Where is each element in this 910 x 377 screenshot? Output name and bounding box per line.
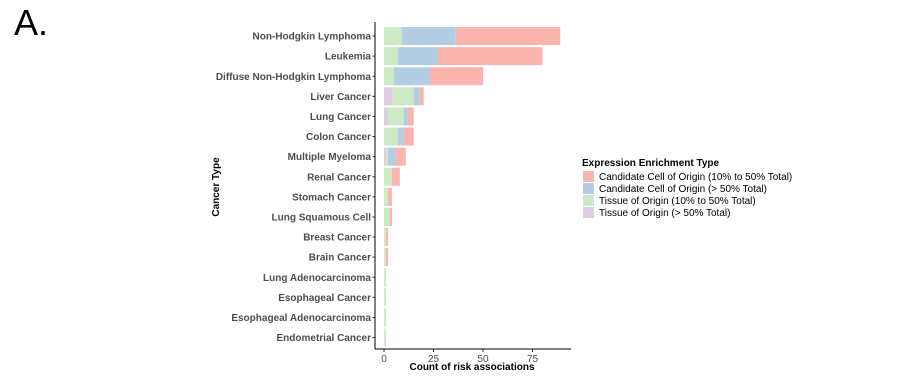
legend-swatch-candidate-cell-of-origin-10-to-50-total xyxy=(583,171,594,182)
category-label-leukemia: Leukemia xyxy=(325,52,372,63)
bar-non-hodgkin-lymphoma-candidate-cell-of-origin-10-to-50-total xyxy=(455,27,561,46)
bar-multiple-myeloma-tissue-of-origin-50-total xyxy=(384,147,386,166)
x-tick-label: 75 xyxy=(527,354,539,365)
legend-swatch-tissue-of-origin-50-total xyxy=(583,207,594,218)
category-label-esophageal-adenocarcinoma: Esophageal Adenocarcinoma xyxy=(231,313,371,324)
bar-endometrial-cancer-tissue-of-origin-10-to-50-total xyxy=(384,328,386,347)
category-label-brain-cancer: Brain Cancer xyxy=(309,253,371,264)
bar-leukemia-candidate-cell-of-origin-10-to-50-total xyxy=(437,47,543,66)
bar-lung-squamous-cell-candidate-cell-of-origin-10-to-50-total xyxy=(389,207,392,226)
bar-liver-cancer-candidate-cell-of-origin-10-to-50-total xyxy=(419,87,424,106)
category-label-lung-squamous-cell: Lung Squamous Cell xyxy=(272,212,372,223)
bar-multiple-myeloma-tissue-of-origin-10-to-50-total xyxy=(385,147,388,166)
category-label-liver-cancer: Liver Cancer xyxy=(310,92,371,103)
bar-lung-cancer-tissue-of-origin-50-total xyxy=(384,107,388,126)
panel-label: A. xyxy=(14,2,49,43)
bar-breast-cancer-tissue-of-origin-10-to-50-total xyxy=(384,228,386,247)
category-label-esophageal-cancer: Esophageal Cancer xyxy=(278,293,371,304)
legend-label-tissue-of-origin-50-total: Tissue of Origin (> 50% Total) xyxy=(599,208,730,219)
legend-label-candidate-cell-of-origin-10-to-50-total: Candidate Cell of Origin (10% to 50% Tot… xyxy=(599,172,792,183)
bar-colon-cancer-tissue-of-origin-10-to-50-total xyxy=(384,127,398,146)
bar-brain-cancer-candidate-cell-of-origin-10-to-50-total xyxy=(385,248,388,267)
category-label-diffuse-non-hodgkin-lymphoma: Diffuse Non-Hodgkin Lymphoma xyxy=(216,72,372,83)
category-label-renal-cancer: Renal Cancer xyxy=(307,172,371,183)
bar-non-hodgkin-lymphoma-tissue-of-origin-10-to-50-total xyxy=(384,27,402,46)
bar-liver-cancer-candidate-cell-of-origin-50-total xyxy=(413,87,420,106)
bar-esophageal-adenocarcinoma-tissue-of-origin-10-to-50-total xyxy=(384,308,386,327)
bar-diffuse-non-hodgkin-lymphoma-candidate-cell-of-origin-50-total xyxy=(393,67,430,86)
bar-lung-cancer-candidate-cell-of-origin-10-to-50-total xyxy=(407,107,414,126)
y-axis xyxy=(372,22,376,349)
x-axis: 0 25 50 75 xyxy=(375,348,571,365)
legend-label-tissue-of-origin-10-to-50-total: Tissue of Origin (10% to 50% Total) xyxy=(599,196,756,207)
category-label-colon-cancer: Colon Cancer xyxy=(306,132,371,143)
category-label-stomach-cancer: Stomach Cancer xyxy=(292,192,371,203)
category-label-lung-cancer: Lung Cancer xyxy=(310,112,371,123)
category-label-endometrial-cancer: Endometrial Cancer xyxy=(277,333,372,344)
x-axis-title: Count of risk associations xyxy=(409,362,534,373)
bar-leukemia-tissue-of-origin-10-to-50-total xyxy=(384,47,398,66)
bars-group xyxy=(384,27,561,347)
bar-non-hodgkin-lymphoma-candidate-cell-of-origin-50-total xyxy=(401,27,456,46)
legend-label-candidate-cell-of-origin-50-total: Candidate Cell of Origin (> 50% Total) xyxy=(599,184,767,195)
bar-multiple-myeloma-candidate-cell-of-origin-10-to-50-total xyxy=(395,147,406,166)
x-tick-label: 50 xyxy=(477,354,489,365)
bar-liver-cancer-tissue-of-origin-50-total xyxy=(384,87,392,106)
bar-lung-squamous-cell-tissue-of-origin-10-to-50-total xyxy=(384,207,390,226)
bar-lung-cancer-tissue-of-origin-10-to-50-total xyxy=(387,107,404,126)
category-label-non-hodgkin-lymphoma: Non-Hodgkin Lymphoma xyxy=(252,32,371,43)
bar-esophageal-cancer-tissue-of-origin-10-to-50-total xyxy=(384,288,386,307)
bar-lung-cancer-candidate-cell-of-origin-50-total xyxy=(403,107,408,126)
bar-diffuse-non-hodgkin-lymphoma-tissue-of-origin-10-to-50-total xyxy=(384,67,394,86)
category-label-multiple-myeloma: Multiple Myeloma xyxy=(288,152,372,163)
bar-stomach-cancer-candidate-cell-of-origin-10-to-50-total xyxy=(387,187,392,206)
bar-leukemia-candidate-cell-of-origin-50-total xyxy=(397,47,438,66)
bar-multiple-myeloma-candidate-cell-of-origin-50-total xyxy=(387,147,396,166)
bar-lung-adenocarcinoma-tissue-of-origin-10-to-50-total xyxy=(384,268,386,287)
legend-swatch-tissue-of-origin-10-to-50-total xyxy=(583,195,594,206)
legend-title: Expression Enrichment Type xyxy=(582,158,720,169)
bar-renal-cancer-tissue-of-origin-10-to-50-total xyxy=(384,167,392,186)
bar-breast-cancer-candidate-cell-of-origin-10-to-50-total xyxy=(385,228,388,247)
bar-renal-cancer-candidate-cell-of-origin-10-to-50-total xyxy=(391,167,400,186)
bar-stomach-cancer-tissue-of-origin-10-to-50-total xyxy=(384,187,388,206)
category-labels: Non-Hodgkin Lymphoma Leukemia Diffuse Non-… xyxy=(216,32,372,344)
bar-diffuse-non-hodgkin-lymphoma-candidate-cell-of-origin-10-to-50-total xyxy=(429,67,483,86)
bar-colon-cancer-candidate-cell-of-origin-10-to-50-total xyxy=(403,127,414,146)
x-tick-label: 0 xyxy=(381,354,387,365)
bar-colon-cancer-candidate-cell-of-origin-50-total xyxy=(397,127,404,146)
y-axis-title: Cancer Type xyxy=(211,157,222,217)
legend: Expression Enrichment Type Candidate Cel… xyxy=(582,158,792,219)
x-tick-label: 25 xyxy=(428,354,440,365)
bar-liver-cancer-tissue-of-origin-10-to-50-total xyxy=(391,87,414,106)
category-label-lung-adenocarcinoma: Lung Adenocarcinoma xyxy=(263,273,371,284)
category-label-breast-cancer: Breast Cancer xyxy=(303,233,371,244)
legend-swatch-candidate-cell-of-origin-50-total xyxy=(583,183,594,194)
bar-brain-cancer-tissue-of-origin-10-to-50-total xyxy=(384,248,386,267)
